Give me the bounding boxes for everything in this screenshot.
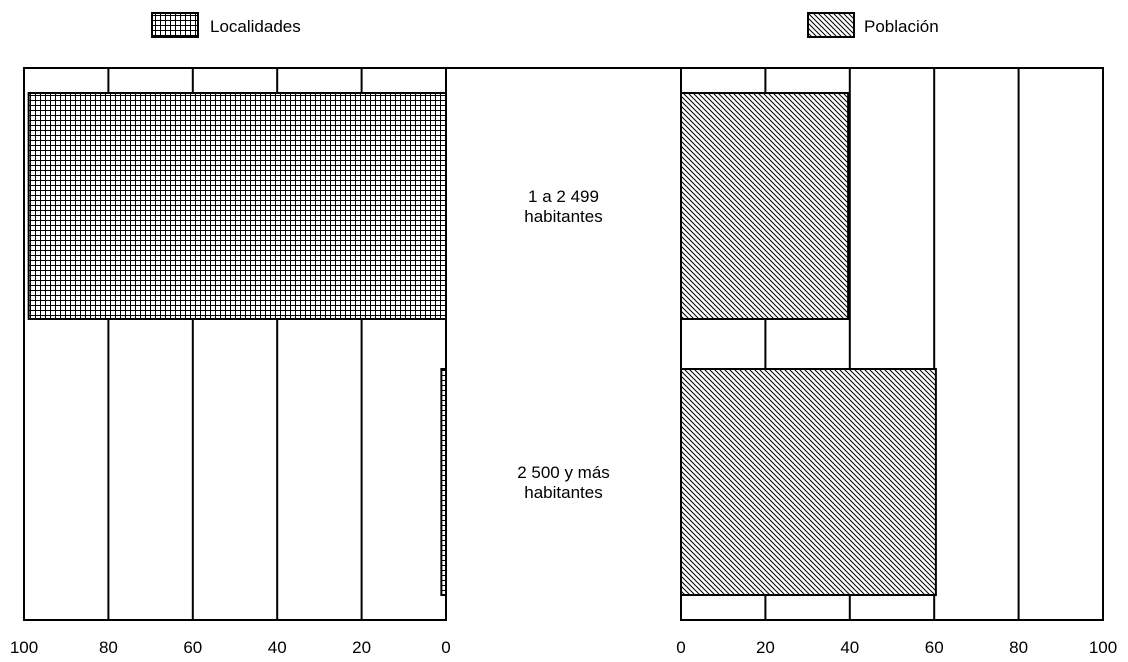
right-tick-label: 0 <box>676 638 685 657</box>
right-tick-label: 60 <box>925 638 944 657</box>
legend-swatch-localidades <box>151 12 199 38</box>
bar-localidades <box>27 92 448 320</box>
legend-item-poblacion: Población <box>807 12 939 38</box>
right-tick-label: 40 <box>840 638 859 657</box>
category-label: habitantes <box>524 207 602 226</box>
bar-poblacion <box>680 92 850 320</box>
right-panel <box>680 67 1104 621</box>
category-label: 2 500 y más <box>517 463 610 482</box>
category-label: 1 a 2 499 <box>528 187 599 206</box>
bar-localidades <box>440 368 448 596</box>
legend-label-localidades: Localidades <box>210 17 301 36</box>
legend-item-localidades: Localidades <box>151 12 301 38</box>
legend-label-poblacion: Población <box>864 17 939 36</box>
x-axis-ticks: 100 80 60 40 20 0 0 20 40 60 80 100 <box>10 638 1117 657</box>
left-tick-label: 20 <box>352 638 371 657</box>
right-tick-label: 80 <box>1009 638 1028 657</box>
right-tick-label: 100 <box>1089 638 1117 657</box>
left-panel <box>23 67 448 621</box>
legend-swatch-poblacion <box>807 12 855 38</box>
left-tick-label: 60 <box>183 638 202 657</box>
left-tick-label: 100 <box>10 638 38 657</box>
left-tick-label: 80 <box>99 638 118 657</box>
left-tick-label: 40 <box>268 638 287 657</box>
legend: Localidades Población <box>151 12 939 38</box>
right-tick-label: 20 <box>756 638 775 657</box>
left-tick-label: 0 <box>441 638 450 657</box>
category-label: habitantes <box>524 483 602 502</box>
bar-poblacion <box>680 368 937 596</box>
